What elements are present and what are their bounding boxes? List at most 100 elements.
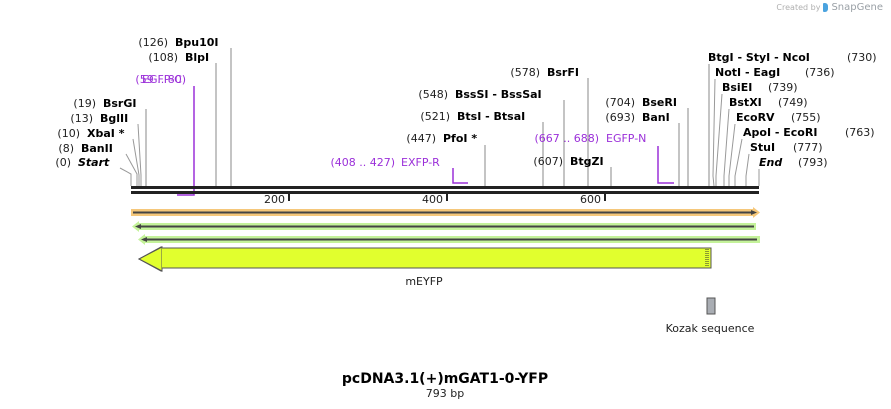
svg-text:End: End	[759, 156, 782, 169]
enzyme-bani[interactable]: (693) BanI	[605, 111, 680, 186]
svg-text:ApoI - EcoRI: ApoI - EcoRI	[743, 126, 817, 139]
svg-text:BseRI: BseRI	[642, 96, 677, 109]
svg-text:BglII: BglII	[100, 112, 128, 125]
svg-text:(607): (607)	[533, 155, 563, 168]
enzyme-blpi[interactable]: (108) BlpI	[148, 51, 217, 186]
enzyme-btgi-styi-ncoi[interactable]: BtgI - StyI - NcoI (730)	[708, 51, 877, 186]
primer-egfp-n-name: EGFP-N	[606, 132, 646, 145]
svg-text:BssSI - BssSaI: BssSI - BssSaI	[455, 88, 542, 101]
svg-text:(693): (693)	[605, 111, 635, 124]
enzyme-xbai[interactable]: (10) XbaI *	[57, 127, 140, 186]
plasmid-length: 793 bp	[426, 387, 464, 400]
enzyme-banii[interactable]: (8) BanII	[58, 142, 138, 186]
svg-text:(8): (8)	[58, 142, 74, 155]
svg-text:BsrFI: BsrFI	[547, 66, 579, 79]
svg-text:Start: Start	[78, 156, 110, 169]
feature-kozak[interactable]: Kozak sequence	[666, 297, 755, 335]
svg-text:(704): (704)	[605, 96, 635, 109]
primer-exfp-r-name: EXFP-R	[401, 156, 440, 169]
enzyme-bsiei[interactable]: BsiEI (739)	[715, 81, 798, 186]
enzyme-stui[interactable]: StuI (777)	[745, 141, 823, 186]
svg-text:BlpI: BlpI	[185, 51, 209, 64]
tick-600: 600	[580, 193, 606, 206]
enzyme-bsrfi[interactable]: (578) BsrFI	[510, 66, 589, 186]
tick-200: 200	[264, 193, 290, 206]
green-reverse-track-1[interactable]	[132, 221, 756, 232]
sequence-bar[interactable]	[131, 186, 759, 194]
green-reverse-track-2[interactable]	[138, 234, 760, 245]
svg-text:BtgI - StyI - NcoI: BtgI - StyI - NcoI	[708, 51, 810, 64]
svg-text:(126): (126)	[138, 36, 168, 49]
svg-text:(578): (578)	[510, 66, 540, 79]
watermark-brand: SnapGene	[831, 2, 883, 13]
svg-text:BanI: BanI	[642, 111, 670, 124]
svg-text:(736): (736)	[805, 66, 835, 79]
svg-text:(548): (548)	[418, 88, 448, 101]
svg-text:(59 .. 80): (59 .. 80)	[135, 73, 186, 86]
svg-text:(739): (739)	[768, 81, 798, 94]
enzyme-bsrgi[interactable]: (19) BsrGI	[73, 97, 147, 186]
snapgene-watermark: Created by SnapGene	[776, 2, 883, 13]
primer-exfp-r[interactable]: (408 .. 427)	[330, 156, 468, 184]
svg-text:NotI - EagI: NotI - EagI	[715, 66, 780, 79]
enzyme-pfoi[interactable]: (447) PfoI *	[406, 132, 486, 186]
svg-text:(749): (749)	[778, 96, 808, 109]
svg-text:BsiEI: BsiEI	[722, 81, 752, 94]
svg-text:(19): (19)	[73, 97, 96, 110]
sequence-start[interactable]: (0) Start	[55, 156, 132, 186]
enzyme-labels-right: BtgI - StyI - NcoI (730) NotI - EagI (73…	[708, 51, 877, 187]
svg-text:(447): (447)	[406, 132, 436, 145]
enzyme-bsssi-bsssai[interactable]: (548) BssSI - BssSaI	[418, 88, 565, 186]
svg-text:StuI: StuI	[750, 141, 775, 154]
enzyme-ecorv[interactable]: EcoRV (755)	[728, 111, 821, 186]
svg-text:600: 600	[580, 193, 601, 206]
orange-forward-track[interactable]	[131, 207, 760, 218]
svg-text:(730): (730)	[847, 51, 877, 64]
tick-400: 400	[422, 193, 448, 206]
ruler: 200 400 600	[264, 193, 606, 206]
primer-egfp-c-name: EGFP-C	[142, 73, 182, 86]
svg-text:(408 .. 427): (408 .. 427)	[330, 156, 395, 169]
enzyme-labels-middle: (578) BsrFI (548) BssSI - BssSaI (521) B…	[406, 66, 689, 186]
svg-text:(793): (793)	[798, 156, 828, 169]
svg-text:(755): (755)	[791, 111, 821, 124]
feature-kozak-label: Kozak sequence	[666, 322, 755, 335]
svg-text:(667 .. 688): (667 .. 688)	[534, 132, 599, 145]
feature-meyfp-label: mEYFP	[405, 275, 443, 288]
svg-text:BtsI - BtsaI: BtsI - BtsaI	[457, 110, 525, 123]
svg-text:BstXI: BstXI	[729, 96, 762, 109]
primer-egfp-c[interactable]: (59 .. 80)	[135, 73, 195, 196]
watermark-prefix: Created by	[776, 3, 821, 12]
snapgene-logo-icon	[823, 3, 829, 12]
sequence-end[interactable]: End (793)	[758, 156, 828, 186]
enzyme-bglii[interactable]: (13) BglII	[70, 112, 142, 186]
enzyme-bpu10i[interactable]: (126) Bpu10I	[138, 36, 232, 186]
primer-egfp-n[interactable]: (667 .. 688)	[534, 132, 674, 184]
enzyme-labels-left: (126) Bpu10I (108) BlpI (19) BsrGI (13) …	[55, 36, 232, 186]
svg-text:BsrGI: BsrGI	[103, 97, 136, 110]
svg-text:400: 400	[422, 193, 443, 206]
feature-meyfp[interactable]: mEYFP	[137, 246, 712, 288]
svg-text:BtgZI: BtgZI	[570, 155, 604, 168]
svg-text:(521): (521)	[420, 110, 450, 123]
enzyme-btsi-btsai[interactable]: (521) BtsI - BtsaI	[420, 110, 544, 186]
enzyme-bseri[interactable]: (704) BseRI	[605, 96, 689, 186]
plasmid-name: pcDNA3.1(+)mGAT1-0-YFP	[342, 371, 548, 387]
svg-text:(108): (108)	[148, 51, 178, 64]
enzyme-noti-eagi[interactable]: NotI - EagI (736)	[712, 66, 835, 187]
svg-text:(777): (777)	[793, 141, 823, 154]
svg-text:EcoRV: EcoRV	[736, 111, 775, 124]
enzyme-apoi-ecori[interactable]: ApoI - EcoRI (763)	[734, 126, 875, 186]
enzyme-bstxi[interactable]: BstXI (749)	[723, 96, 808, 186]
svg-text:BanII: BanII	[81, 142, 113, 155]
svg-text:(13): (13)	[70, 112, 93, 125]
svg-text:(10): (10)	[57, 127, 80, 140]
enzyme-btgzi[interactable]: (607) BtgZI	[533, 155, 612, 186]
svg-text:PfoI *: PfoI *	[443, 132, 477, 145]
svg-text:(0): (0)	[55, 156, 71, 169]
svg-text:Bpu10I: Bpu10I	[175, 36, 219, 49]
primers: (59 .. 80) (408 .. 427) (667 .. 688) EGF…	[135, 73, 674, 196]
svg-text:XbaI *: XbaI *	[87, 127, 125, 140]
svg-text:(763): (763)	[845, 126, 875, 139]
